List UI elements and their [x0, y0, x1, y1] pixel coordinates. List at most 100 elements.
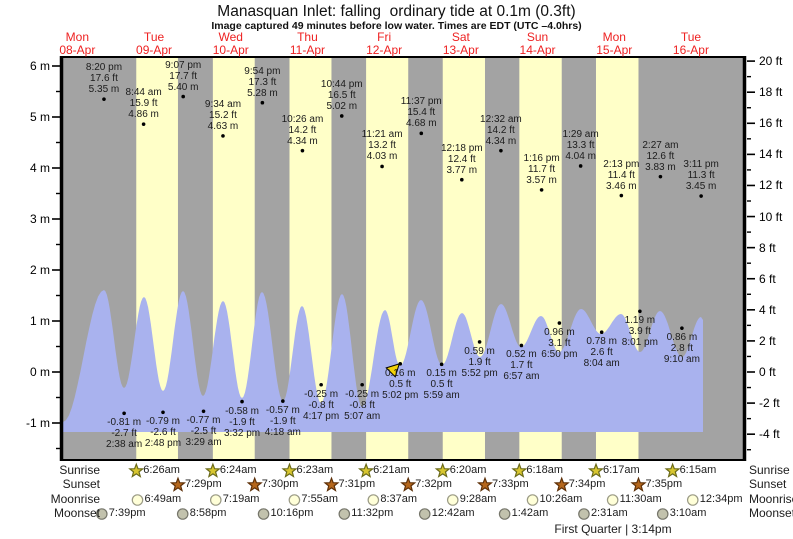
- astro-row-label-moonset: Moonset: [53, 506, 100, 520]
- high-tide-ft: 13.3 ft: [566, 139, 595, 151]
- moonset-icon: [257, 508, 270, 520]
- tide-dot: [240, 399, 244, 404]
- moonrise-time: 10:26am: [539, 493, 583, 505]
- high-tide-ft: 11.7 ft: [528, 163, 556, 175]
- axis-label-m: 5 m: [29, 110, 50, 124]
- high-tide-annotation: 3:11 pm 11.3 ft 3.45 m: [683, 159, 718, 192]
- tide-dot: [499, 148, 503, 153]
- water-area: [63, 290, 703, 432]
- moonset-time: 8:58pm: [189, 507, 227, 519]
- low-tide-m: -0.79 m: [146, 416, 180, 428]
- sunrise-icon: [281, 462, 298, 478]
- moonrise-time: 9:28am: [459, 493, 497, 505]
- low-tide-m: -0.57 m: [265, 405, 300, 417]
- chart-subtitle: Image captured 49 minutes before low wat…: [211, 20, 582, 32]
- low-tide-annotation: -0.77 m -2.5 ft 3:29 am: [185, 415, 221, 448]
- low-tide-annotation: 0.16 m 0.5 ft 5:02 pm: [382, 368, 418, 401]
- tide-dot: [141, 122, 146, 126]
- sunrise-icon: [357, 462, 375, 478]
- moonset-time: 3:10am: [669, 507, 707, 519]
- current-time-marker: [385, 363, 400, 378]
- day-header-name: Sat: [451, 30, 470, 44]
- high-tide-m: 5.35 m: [88, 84, 120, 96]
- low-tide-ft: -1.9 ft: [270, 416, 296, 428]
- tide-dot: [439, 362, 444, 367]
- low-tide-time: 2:38 am: [106, 439, 143, 451]
- moonrise-icon: [526, 494, 539, 506]
- sunset-icon: [400, 476, 417, 492]
- high-tide-annotation: 10:44 pm 16.5 ft 5.02 m: [321, 79, 363, 112]
- low-tide-m: -0.77 m: [186, 415, 221, 427]
- high-tide-ft: 15.4 ft: [407, 107, 436, 119]
- axis-label-ft: 4 ft: [759, 302, 776, 317]
- sunset-time: 7:29pm: [184, 478, 222, 490]
- day-header-name: Tue: [680, 30, 702, 44]
- day-header-name: Sun: [526, 30, 549, 44]
- low-tide-time: 4:18 am: [264, 427, 301, 439]
- high-tide-annotation: 12:32 am 14.2 ft 4.34 m: [480, 114, 522, 147]
- sunrise-icon: [434, 462, 451, 478]
- moonset-time: 1:42am: [511, 507, 549, 519]
- high-tide-ft: 12.4 ft: [447, 153, 476, 165]
- low-tide-time: 5:07 am: [344, 410, 381, 422]
- low-tide-annotation: -0.79 m -2.6 ft 2:48 pm: [145, 416, 181, 449]
- low-tide-time: 3:29 am: [185, 437, 222, 449]
- high-tide-m: 3.57 m: [526, 174, 557, 186]
- tide-dot: [699, 194, 703, 198]
- moonrise-time: 7:55am: [301, 493, 339, 505]
- high-tide-time: 10:26 am: [281, 113, 324, 125]
- high-tide-m: 5.02 m: [326, 100, 358, 112]
- low-tide-ft: 2.6 ft: [590, 347, 613, 359]
- moonrise-icon: [131, 494, 144, 506]
- day-header-name: Fri: [377, 30, 392, 44]
- tide-dot: [519, 343, 524, 348]
- low-tide-m: 0.86 m: [666, 332, 698, 344]
- axis-label-ft: 14 ft: [759, 147, 783, 162]
- sunrise-time: 6:26am: [143, 464, 180, 476]
- low-tide-ft: -1.9 ft: [229, 416, 255, 428]
- moon-phase: First Quarter | 3:14pm: [554, 522, 672, 536]
- tide-dot: [181, 94, 185, 99]
- low-tide-annotation: -0.57 m -1.9 ft 4:18 am: [265, 405, 301, 438]
- high-tide-annotation: 9:07 pm 17.7 ft 5.40 m: [165, 60, 201, 93]
- high-tide-time: 8:44 am: [125, 87, 162, 99]
- high-tide-annotation: 8:44 am 15.9 ft 4.86 m: [126, 87, 162, 120]
- high-tide-annotation: 8:20 pm 17.6 ft 5.35 m: [86, 62, 122, 95]
- moonrise-icon: [446, 494, 459, 506]
- high-tide-annotation: 2:13 pm 11.4 ft 3.46 m: [603, 159, 639, 192]
- sunset-time: 7:33pm: [491, 478, 529, 490]
- astro-row-label-sunrise: Sunrise: [59, 463, 100, 477]
- high-tide-ft: 15.2 ft: [209, 109, 237, 121]
- day-header-name: Thu: [297, 30, 318, 44]
- low-tide-ft: -0.8 ft: [308, 399, 334, 411]
- day-header-name: Tue: [143, 30, 165, 44]
- high-tide-ft: 13.2 ft: [368, 140, 396, 152]
- axis-label-m: 3 m: [29, 212, 50, 226]
- low-tide-m: -0.25 m: [304, 388, 339, 400]
- sunrise-icon: [664, 462, 681, 478]
- tide-dot: [680, 326, 684, 330]
- sunrise-time: 6:21am: [373, 464, 410, 476]
- high-tide-ft: 14.2 ft: [288, 124, 317, 136]
- tide-dot: [360, 382, 364, 387]
- high-tide-m: 4.68 m: [405, 118, 437, 130]
- low-tide-annotation: 1.19 m 3.9 ft 8:01 pm: [622, 315, 658, 348]
- moonset-time: 11:32pm: [351, 507, 394, 519]
- sunset-icon: [246, 476, 263, 492]
- sunset-time: 7:35pm: [645, 478, 683, 490]
- sunrise-icon: [204, 462, 221, 478]
- low-tide-time: 6:57 am: [503, 371, 540, 383]
- day-header-date: 14-Apr: [519, 43, 556, 57]
- high-tide-annotation: 2:27 am 12.6 ft 3.83 m: [642, 140, 678, 173]
- page-title: Manasquan Inlet: falling ordinary tide a…: [217, 3, 576, 20]
- low-tide-m: 0.78 m: [586, 336, 617, 348]
- day-header-name: Mon: [65, 30, 90, 44]
- sunset-time: 7:31pm: [338, 478, 376, 490]
- low-tide-annotation: -0.58 m -1.9 ft 3:32 pm: [224, 406, 260, 439]
- moonset-icon: [418, 508, 431, 520]
- high-tide-ft: 11.3 ft: [687, 170, 715, 182]
- high-tide-ft: 15.9 ft: [129, 98, 158, 110]
- low-tide-annotation: -0.25 m -0.8 ft 5:07 am: [344, 389, 380, 422]
- low-tide-time: 2:48 pm: [144, 438, 182, 450]
